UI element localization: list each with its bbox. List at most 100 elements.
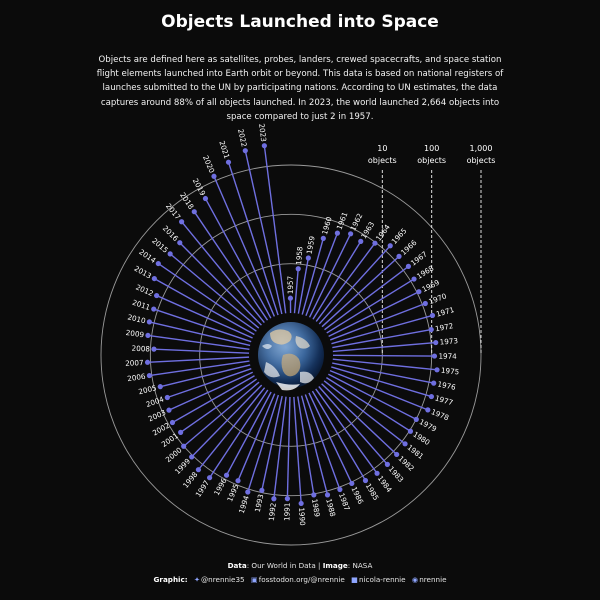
lollipop-dot [202,195,209,202]
lollipop-dot [189,454,195,460]
year-label: 1990 [297,507,307,526]
year-label: 2019 [191,177,208,198]
year-label: 1992 [267,502,278,521]
lollipop-dot [191,209,197,215]
lollipop-dot [155,260,161,267]
year-label: 2012 [134,282,154,298]
reference-value-label: 1,000 [470,144,493,153]
year-label: 1975 [441,366,460,377]
lollipop-dot [305,255,311,261]
mastodon-handle[interactable]: fosstodon.org/@nrennie [258,575,345,584]
year-label: 2015 [150,236,170,255]
lollipop-dot [387,243,393,249]
lollipop-stick [169,253,260,329]
lollipop-dot [167,251,173,257]
lollipop-dot [166,407,172,413]
lollipop-stick [315,388,378,474]
year-label: 1994 [237,494,251,515]
lollipop-dot [428,393,435,400]
lollipop-stick [167,367,252,399]
lollipop-stick [293,396,302,504]
year-label: 1960 [320,215,334,235]
reference-unit-label: objects [417,156,446,165]
year-label: 2020 [201,154,217,175]
lollipop-stick [312,241,362,320]
lollipop-stick [332,328,432,349]
year-label: 1958 [294,246,305,265]
lollipop-stick [328,373,417,421]
lollipop-dot [211,173,217,179]
chart-title: Objects Launched into Space [161,12,439,32]
lollipop-series [144,143,440,507]
year-label: 1998 [181,470,200,490]
lollipop-stick [154,277,255,336]
year-label: 1997 [194,479,212,499]
lollipop-stick [172,375,255,424]
year-label: 1977 [434,393,454,407]
lollipop-stick [318,245,391,325]
lollipop-stick [149,321,251,347]
lollipop-dot [261,143,267,149]
lollipop-stick [261,395,283,491]
lollipop-dot [434,367,440,373]
year-label: 1973 [439,336,458,347]
lollipop-stick [323,380,406,445]
year-label: 1987 [337,492,352,512]
lollipop-stick [225,391,272,476]
year-label: 1967 [409,249,429,267]
lollipop-dot [431,353,438,359]
year-label: 1991 [282,502,291,521]
lollipop-stick [301,238,324,315]
lollipop-stick [204,198,272,319]
lollipop-stick [191,384,263,458]
lollipop-dot [145,332,151,339]
lollipop-stick [263,145,287,314]
lollipop-stick [193,211,269,321]
graphic-label: Graphic [153,575,185,584]
linkedin-handle[interactable]: nicola-rennie [358,575,406,584]
lollipop-dot [164,394,170,401]
year-label: 1971 [435,305,455,319]
lollipop-dot [177,240,183,246]
year-label: 1961 [335,211,350,231]
reference-value-label: 10 [377,144,387,153]
lollipop-dot [402,441,408,447]
year-label: 1984 [376,474,394,494]
year-label: 1959 [305,235,317,255]
lollipop-stick [213,176,276,317]
twitter-handle[interactable]: @nrennie35 [200,575,245,584]
github-handle[interactable]: nrennie [419,575,447,584]
year-label: 2011 [131,298,151,312]
chart-subtitle: Objects are defined here as satellites, … [96,55,504,122]
earth-image [258,322,324,391]
lollipop-stick [181,221,265,323]
lollipop-stick [297,396,315,495]
lollipop-dot [157,384,163,390]
lollipop-stick [237,393,276,481]
year-label: 2013 [133,264,153,281]
lollipop-dot [428,326,434,333]
reference-markers: 10 objects 100 objects 1,000 objects [368,144,495,355]
year-label: 1986 [349,485,365,506]
lollipop-dot [195,467,202,473]
year-label: 2010 [127,312,147,325]
lollipop-stick [332,354,435,357]
lollipop-dot [169,419,176,426]
lollipop-stick [247,394,280,493]
lollipop-dot [206,475,213,481]
lollipop-dot [405,263,412,269]
lollipop-dot [298,500,304,507]
year-label: 1988 [324,498,337,518]
lollipop-dot [422,300,428,307]
year-label: 2004 [145,394,166,409]
year-label: 1970 [427,291,448,306]
lollipop-stick [147,356,250,363]
reference-ring [149,213,433,497]
lollipop-dot [433,339,439,346]
lollipop-dot [245,489,251,495]
year-label: 2008 [131,344,150,354]
year-label: 1969 [420,278,441,294]
year-label: 2021 [217,140,231,160]
lollipop-stick [286,396,291,499]
